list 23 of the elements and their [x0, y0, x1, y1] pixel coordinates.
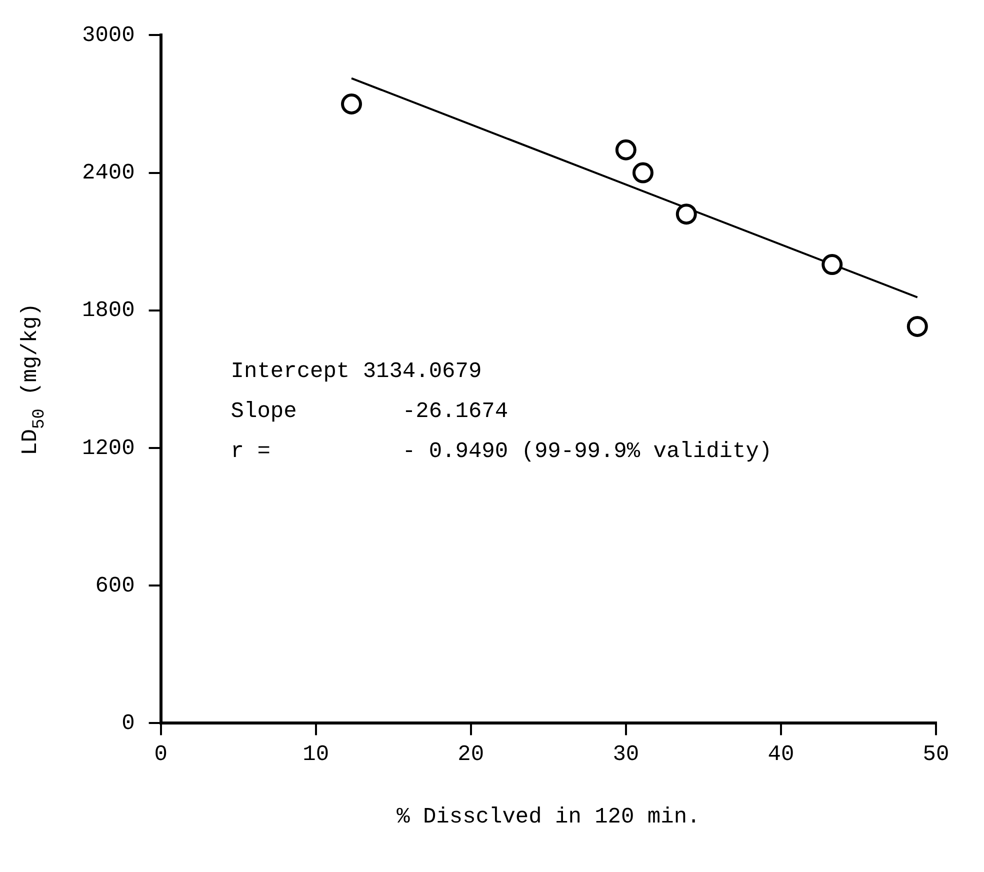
x-tick-label: 30	[612, 742, 640, 768]
point	[822, 254, 843, 276]
point	[906, 316, 928, 337]
annotation: Intercept 3134.0679	[230, 359, 482, 384]
y-tick-label: 0	[122, 711, 135, 736]
x-tick-label: 10	[302, 742, 330, 768]
point	[341, 94, 362, 114]
annotation: r = - 0.9490 (99-99.9% validity)	[230, 439, 772, 464]
point	[615, 139, 636, 160]
point	[676, 204, 697, 225]
y-tick-label: 3000	[82, 23, 135, 48]
x-tick-label: 0	[154, 742, 168, 768]
x-tick-label: 40	[768, 742, 794, 768]
y-tick-label: 2400	[82, 160, 135, 186]
y-tick-label: 1200	[82, 436, 135, 461]
y-tick-label: 1800	[82, 298, 135, 324]
x-tick-label: 20	[458, 742, 484, 768]
y-axis-title: LD50 (mg/kg)	[18, 302, 50, 456]
point	[632, 162, 654, 184]
x-axis-title: % Dissclved in 120 min.	[396, 804, 700, 830]
annotation: Slope -26.1674	[230, 399, 508, 424]
y-tick-label: 600	[95, 573, 135, 598]
x-tick-label: 50	[922, 742, 950, 768]
